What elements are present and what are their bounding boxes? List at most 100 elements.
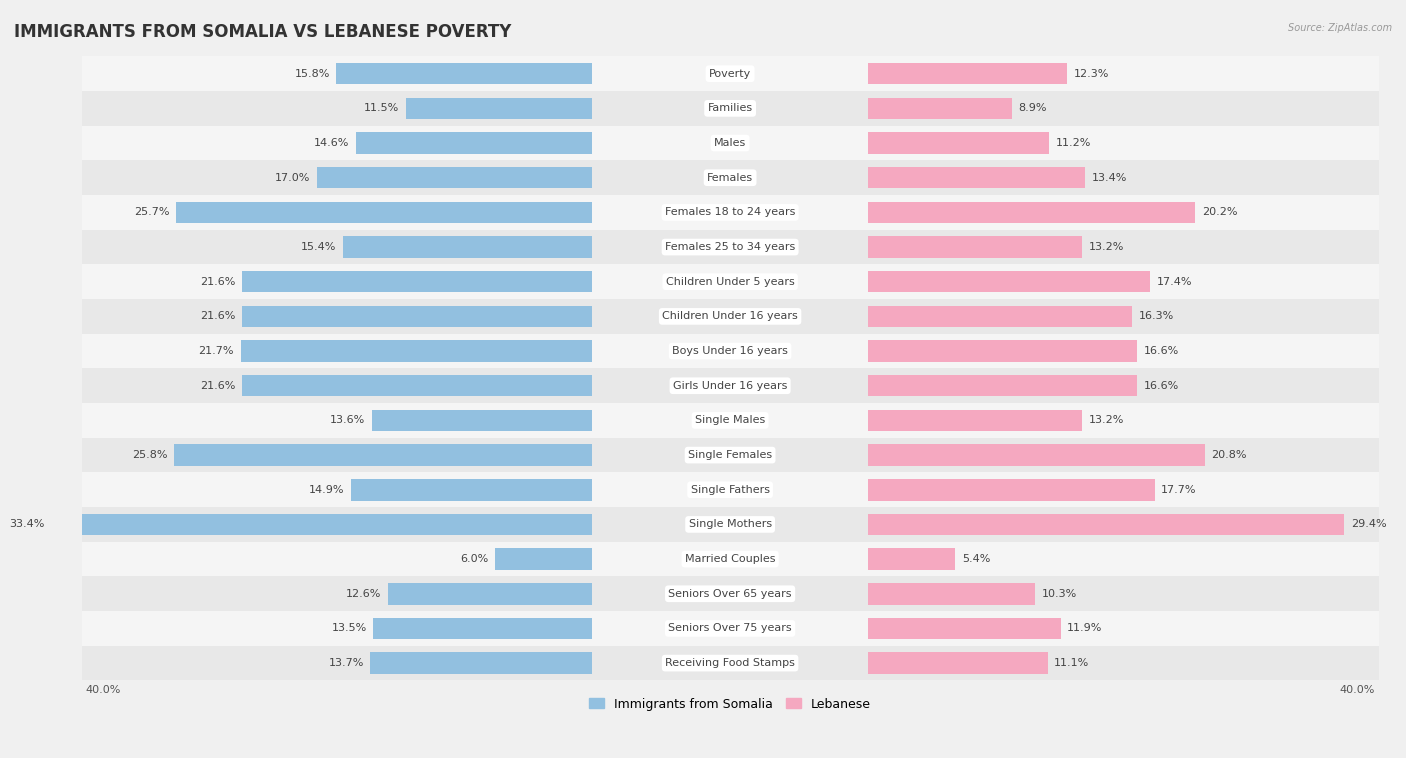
Bar: [51, 514, 592, 535]
Text: 12.3%: 12.3%: [1074, 69, 1109, 79]
Bar: [176, 202, 592, 223]
Bar: [82, 334, 1378, 368]
Text: 21.7%: 21.7%: [198, 346, 233, 356]
Text: 13.2%: 13.2%: [1088, 242, 1123, 252]
Bar: [868, 514, 1344, 535]
Bar: [82, 126, 1378, 161]
Text: 11.2%: 11.2%: [1056, 138, 1091, 148]
Bar: [82, 542, 1378, 576]
Bar: [868, 167, 1085, 189]
Text: 25.7%: 25.7%: [134, 208, 169, 218]
Bar: [82, 646, 1378, 681]
Text: 15.8%: 15.8%: [294, 69, 330, 79]
Bar: [868, 618, 1060, 639]
Text: 13.2%: 13.2%: [1088, 415, 1123, 425]
Text: 21.6%: 21.6%: [200, 312, 236, 321]
Text: 14.9%: 14.9%: [309, 485, 344, 495]
Text: Females: Females: [707, 173, 754, 183]
Bar: [868, 271, 1150, 293]
Bar: [82, 56, 1378, 91]
Bar: [868, 375, 1137, 396]
Text: Females 18 to 24 years: Females 18 to 24 years: [665, 208, 796, 218]
Bar: [242, 271, 592, 293]
Text: 13.5%: 13.5%: [332, 623, 367, 634]
Bar: [868, 548, 956, 570]
Text: 17.7%: 17.7%: [1161, 485, 1197, 495]
Text: 11.5%: 11.5%: [364, 103, 399, 114]
Bar: [82, 403, 1378, 438]
Bar: [82, 472, 1378, 507]
Text: Boys Under 16 years: Boys Under 16 years: [672, 346, 787, 356]
Bar: [336, 63, 592, 84]
Text: Single Mothers: Single Mothers: [689, 519, 772, 529]
Text: 21.6%: 21.6%: [200, 277, 236, 287]
Text: 29.4%: 29.4%: [1351, 519, 1386, 529]
Text: 40.0%: 40.0%: [84, 684, 121, 694]
Text: 33.4%: 33.4%: [8, 519, 45, 529]
Text: IMMIGRANTS FROM SOMALIA VS LEBANESE POVERTY: IMMIGRANTS FROM SOMALIA VS LEBANESE POVE…: [14, 23, 512, 41]
Text: Families: Families: [707, 103, 752, 114]
Text: 20.2%: 20.2%: [1202, 208, 1237, 218]
Text: 15.4%: 15.4%: [301, 242, 336, 252]
Bar: [82, 368, 1378, 403]
Bar: [495, 548, 592, 570]
Bar: [370, 653, 592, 674]
Bar: [82, 299, 1378, 334]
Text: 6.0%: 6.0%: [460, 554, 488, 564]
Legend: Immigrants from Somalia, Lebanese: Immigrants from Somalia, Lebanese: [585, 693, 876, 716]
Text: 12.6%: 12.6%: [346, 589, 381, 599]
Bar: [868, 63, 1067, 84]
Bar: [316, 167, 592, 189]
Text: 5.4%: 5.4%: [962, 554, 990, 564]
Text: 40.0%: 40.0%: [1340, 684, 1375, 694]
Text: Single Females: Single Females: [688, 450, 772, 460]
Bar: [406, 98, 592, 119]
Bar: [82, 161, 1378, 195]
Text: 13.6%: 13.6%: [330, 415, 366, 425]
Bar: [868, 305, 1132, 327]
Text: Married Couples: Married Couples: [685, 554, 775, 564]
Text: 16.6%: 16.6%: [1143, 346, 1178, 356]
Bar: [868, 133, 1049, 154]
Bar: [343, 236, 592, 258]
Bar: [868, 202, 1195, 223]
Bar: [356, 133, 592, 154]
Text: Girls Under 16 years: Girls Under 16 years: [673, 381, 787, 390]
Bar: [868, 409, 1081, 431]
Bar: [868, 479, 1154, 500]
Bar: [82, 230, 1378, 265]
Bar: [868, 583, 1035, 605]
Text: 11.9%: 11.9%: [1067, 623, 1102, 634]
Text: 17.4%: 17.4%: [1157, 277, 1192, 287]
Bar: [82, 91, 1378, 126]
Bar: [868, 340, 1137, 362]
Bar: [82, 438, 1378, 472]
Bar: [371, 409, 592, 431]
Text: 16.6%: 16.6%: [1143, 381, 1178, 390]
Bar: [82, 195, 1378, 230]
Text: Males: Males: [714, 138, 747, 148]
Bar: [82, 611, 1378, 646]
Text: Single Fathers: Single Fathers: [690, 485, 769, 495]
Text: 11.1%: 11.1%: [1054, 658, 1090, 668]
Bar: [350, 479, 592, 500]
Text: 16.3%: 16.3%: [1139, 312, 1174, 321]
Bar: [374, 618, 592, 639]
Bar: [868, 444, 1205, 466]
Bar: [82, 576, 1378, 611]
Text: 13.7%: 13.7%: [329, 658, 364, 668]
Bar: [242, 305, 592, 327]
Text: Poverty: Poverty: [709, 69, 751, 79]
Text: 13.4%: 13.4%: [1091, 173, 1128, 183]
Text: 21.6%: 21.6%: [200, 381, 236, 390]
Text: 10.3%: 10.3%: [1042, 589, 1077, 599]
Text: 17.0%: 17.0%: [276, 173, 311, 183]
Bar: [868, 653, 1047, 674]
Text: Children Under 16 years: Children Under 16 years: [662, 312, 799, 321]
Bar: [388, 583, 592, 605]
Text: Source: ZipAtlas.com: Source: ZipAtlas.com: [1288, 23, 1392, 33]
Text: 14.6%: 14.6%: [314, 138, 349, 148]
Text: 20.8%: 20.8%: [1212, 450, 1247, 460]
Text: Receiving Food Stamps: Receiving Food Stamps: [665, 658, 794, 668]
Bar: [82, 265, 1378, 299]
